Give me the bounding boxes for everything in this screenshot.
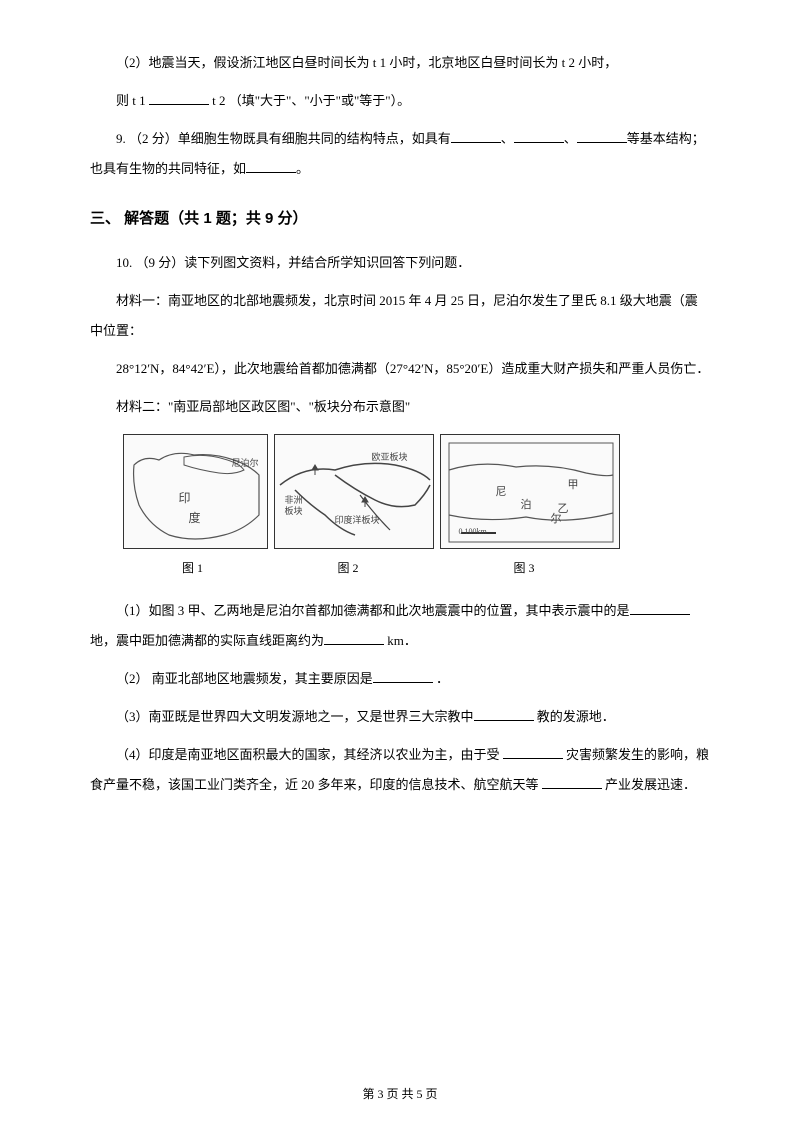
figure-1: 尼泊尔 印 度 [123, 434, 268, 549]
blank [324, 631, 384, 645]
blank [514, 129, 564, 143]
q9-end: 。 [296, 161, 309, 176]
q10-mat1b: 28°12′N，84°42′E），此次地震给首都加德满都（27°42′N，85°… [90, 354, 710, 384]
q9-head: 9. （2 分）单细胞生物既具有细胞共同的结构特点，如具有 [116, 131, 451, 146]
figure-2: 欧亚板块 非洲 板块 印度洋板块 [274, 434, 434, 549]
q10-s1c: km． [384, 633, 417, 648]
q10-s1: （1）如图 3 甲、乙两地是尼泊尔首都加德满都和此次地震震中的位置，其中表示震中… [90, 596, 710, 656]
q8-2-c: t 2 （填"大于"、"小于"或"等于"）。 [212, 93, 410, 108]
figures-row: 尼泊尔 印 度 欧亚板块 非洲 板块 印度洋板块 [123, 434, 711, 549]
fig1-label-a: 尼泊尔 [231, 453, 258, 474]
fig3-label-b: 尼 [496, 480, 507, 505]
blank [149, 91, 209, 105]
q10-mat2: 材料二："南亚局部地区政区图"、"板块分布示意图" [90, 392, 710, 422]
q9-line: 9. （2 分）单细胞生物既具有细胞共同的结构特点，如具有、、等基本结构；也具有… [90, 124, 710, 184]
q8-2-b: 则 t 1 [116, 93, 149, 108]
fig3-label-a: 甲 [568, 473, 579, 498]
blank [542, 775, 602, 789]
fig2-label-c: 板块 [285, 501, 303, 522]
blank [503, 745, 563, 759]
q10-s4c: 产业发展迅速． [602, 777, 696, 792]
blank [577, 129, 627, 143]
page-content: （2）地震当天，假设浙江地区白昼时间长为 t 1 小时，北京地区白昼时间长为 t… [90, 48, 710, 799]
q10-s4a: （4）印度是南亚地区面积最大的国家，其经济以农业为主，由于受 [116, 747, 503, 762]
q10-s2b: ． [433, 671, 449, 686]
q8-2-a: （2）地震当天，假设浙江地区白昼时间长为 t 1 小时，北京地区白昼时间长为 t… [90, 48, 710, 78]
page-footer: 第 3 页 共 5 页 [0, 1085, 800, 1102]
fig3-label-c: 泊 [521, 493, 532, 518]
q8-2-b-line: 则 t 1 t 2 （填"大于"、"小于"或"等于"）。 [90, 86, 710, 116]
q9-sep2: 、 [564, 131, 577, 146]
section-3-head: 三、 解答题（共 1 题；共 9 分） [90, 202, 710, 237]
fig2-label-a: 欧亚板块 [371, 447, 407, 468]
q10-s3a: （3）南亚既是世界四大文明发源地之一，又是世界三大宗教中 [116, 709, 474, 724]
figure-labels: 图 1 图 2 图 3 [120, 555, 710, 583]
q10-s1a: （1）如图 3 甲、乙两地是尼泊尔首都加德满都和此次地震震中的位置，其中表示震中… [116, 603, 630, 618]
blank [630, 601, 690, 615]
fig2-label-d: 印度洋板块 [335, 510, 380, 531]
fig-label-3: 图 3 [431, 555, 617, 583]
q10-s4: （4）印度是南亚地区面积最大的国家，其经济以农业为主，由于受 灾害频繁发生的影响… [90, 740, 710, 800]
fig-label-2: 图 2 [265, 555, 431, 583]
blank [373, 669, 433, 683]
q10-head: 10. （9 分）读下列图文资料，并结合所学知识回答下列问题． [90, 248, 710, 278]
q10-s2: （2） 南亚北部地区地震频发，其主要原因是 ． [90, 664, 710, 694]
q10-s3: （3）南亚既是世界四大文明发源地之一，又是世界三大宗教中 教的发源地． [90, 702, 710, 732]
q10-s2a: （2） 南亚北部地区地震频发，其主要原因是 [116, 671, 373, 686]
q10-s3b: 教的发源地． [534, 709, 615, 724]
fig1-label-c: 度 [189, 505, 201, 533]
fig-label-1: 图 1 [120, 555, 265, 583]
blank [451, 129, 501, 143]
fig3-label-f: 0 100km [459, 523, 487, 541]
blank [474, 707, 534, 721]
q10-s1b: 地，震中距加德满都的实际直线距离约为 [90, 633, 324, 648]
q10-mat1: 材料一：南亚地区的北部地震频发，北京时间 2015 年 4 月 25 日，尼泊尔… [90, 286, 710, 346]
figure-3: 甲 尼 泊 乙 尔 0 100km [440, 434, 620, 549]
fig3-label-e: 尔 [551, 507, 562, 532]
blank [246, 159, 296, 173]
q9-sep1: 、 [501, 131, 514, 146]
